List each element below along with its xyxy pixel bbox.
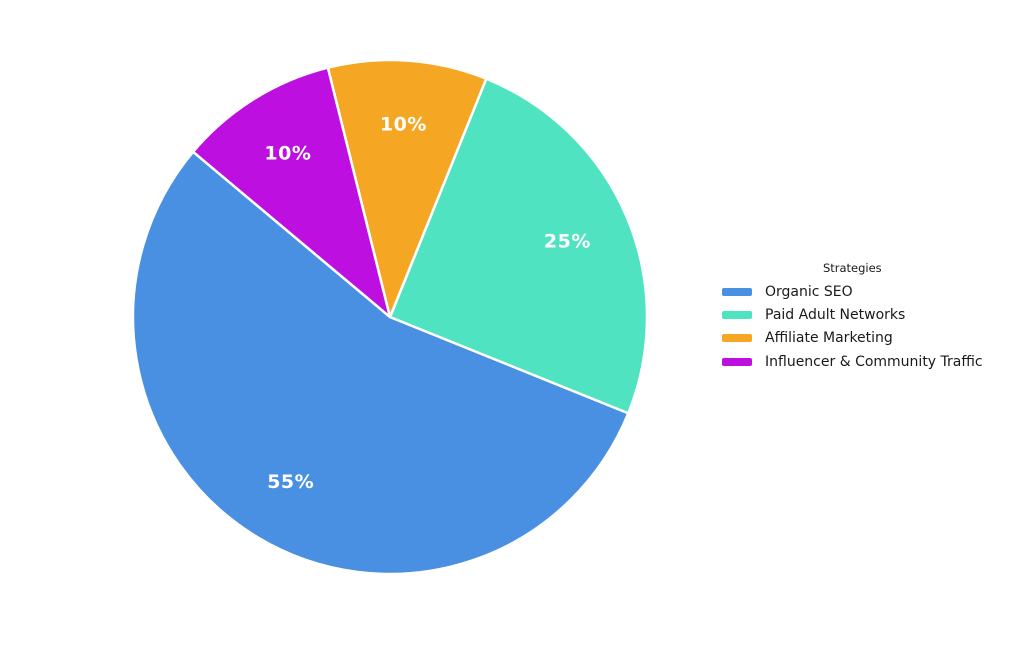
legend-item-affiliate-marketing: Affiliate Marketing [722, 327, 983, 350]
legend-label: Organic SEO [765, 283, 853, 300]
pie-slice-affiliate-marketing [326, 58, 488, 319]
pct-label-affiliate-marketing: 10% [380, 114, 427, 136]
legend-swatch-affiliate-marketing [722, 334, 752, 343]
legend-title: Strategies [822, 261, 882, 275]
legend-label: Influencer & Community Traffic [765, 353, 983, 370]
pie-slice-organic-seo [131, 150, 630, 576]
legend-swatch-influencer-and-community-traffic [722, 357, 752, 366]
legend-item-influencer-and-community-traffic: Influencer & Community Traffic [722, 350, 983, 373]
legend: Strategies Organic SEO Paid Adult Network… [722, 261, 983, 373]
pct-label-paid-adult-networks: 25% [544, 231, 591, 253]
legend-item-paid-adult-networks: Paid Adult Networks [722, 303, 983, 326]
pie-slice-paid-adult-networks [388, 77, 649, 415]
legend-item-organic-seo: Organic SEO [722, 280, 983, 303]
pie-slice-influencer-and-community-traffic [191, 66, 392, 319]
legend-items: Organic SEO Paid Adult Networks Affiliate … [722, 280, 983, 373]
pct-label-influencer-and-community-traffic: 10% [264, 143, 311, 165]
pct-label-organic-seo: 55% [267, 471, 314, 493]
legend-label: Paid Adult Networks [765, 306, 906, 323]
legend-swatch-organic-seo [722, 287, 752, 296]
legend-swatch-paid-adult-networks [722, 310, 752, 319]
legend-label: Affiliate Marketing [765, 330, 893, 347]
